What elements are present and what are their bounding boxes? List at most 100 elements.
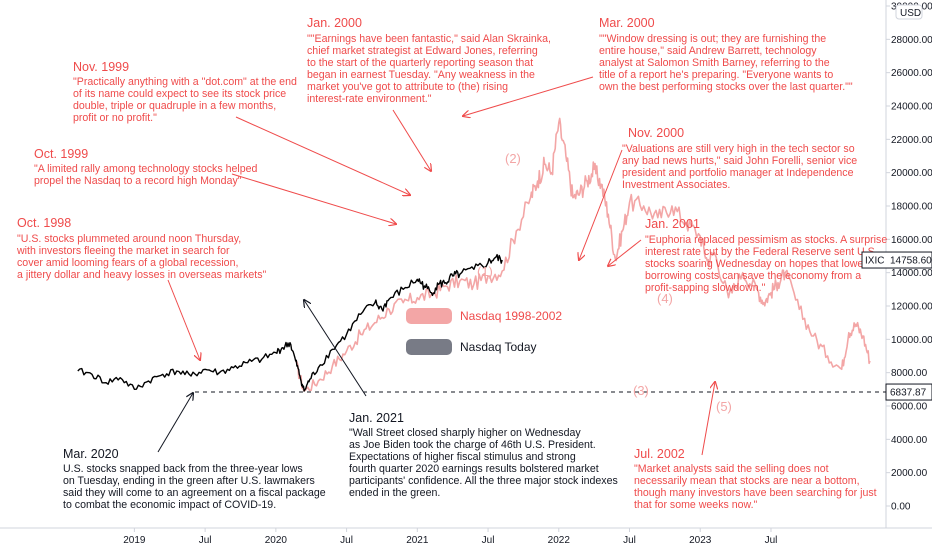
- arrow-nov-1999: [235, 116, 410, 195]
- arrow-mar-2020: [157, 393, 193, 453]
- annotation-line: president and portfolio manager at Indep…: [622, 167, 854, 179]
- price-axis-tick-label: 14000.00: [891, 268, 932, 279]
- price-axis-tick-label: 12000.00: [891, 302, 932, 313]
- annotation-line: profit-sapping slowdown.": [645, 282, 766, 294]
- time-axis-tick-label: 2021: [406, 535, 429, 546]
- wave-label-5: (5): [716, 399, 732, 414]
- annotation-date: Mar. 2000: [599, 16, 655, 30]
- annotation-line: Expectations of higher fiscal stimulus a…: [349, 451, 576, 463]
- annotation-date: Jul. 2002: [634, 447, 685, 461]
- annotation-line: fourth quarter 2020 earnings results bol…: [349, 463, 599, 475]
- annotation-line: entire house," said Andrew Barrett, tech…: [599, 45, 817, 57]
- currency-badge-box[interactable]: [895, 4, 923, 20]
- annotation-line: double, triple or quadruple in a few mon…: [73, 100, 276, 112]
- annotation-line: interest-rate environment.": [307, 93, 432, 105]
- currency-badge-label[interactable]: USD: [900, 8, 921, 19]
- annotation-line: "Practically anything with a "dot.com" a…: [73, 76, 297, 88]
- annotation-line: "A limited rally among technology stocks…: [34, 163, 258, 175]
- annotation-line: U.S. stocks snapped back from the three-…: [63, 463, 303, 475]
- series-line-nasdaq-1998-2002: [295, 117, 871, 392]
- price-axis-tick-label: 0.00: [891, 502, 911, 513]
- arrow-oct-1999: [231, 173, 396, 224]
- annotation-line: chief market strategist at Edward Jones,…: [307, 45, 538, 57]
- price-label-reference-value: 6837.87: [890, 388, 927, 399]
- annotation-line: cover amid looming fears of a global rec…: [17, 257, 238, 269]
- annotation-jul-2002: Jul. 2002 "Market analysts said the sell…: [634, 447, 877, 511]
- legend-label-today: Nasdaq Today: [460, 340, 537, 354]
- arrow-jan-2001: [608, 239, 642, 266]
- time-axis-tick-label: 2022: [548, 535, 571, 546]
- wave-label-3: (3): [633, 383, 649, 398]
- price-label-reference: 6837.87: [885, 383, 932, 401]
- annotation-line: any bad news hurts," said John Forelli, …: [622, 155, 857, 167]
- annotation-line: ""Earnings have been fantastic," said Al…: [307, 33, 551, 45]
- annotation-date: Nov. 2000: [628, 126, 684, 140]
- annotation-line: market you've got to attribute to (the) …: [307, 81, 508, 93]
- annotation-line: analyst at Salomon Smith Barney, referri…: [599, 57, 830, 69]
- price-label-ixic-box: [861, 251, 932, 269]
- time-axis-tick-label: Jul: [623, 535, 636, 546]
- annotation-line: own the best performing stocks over the …: [599, 81, 853, 93]
- annotation-line: interest rate cut by the Federal Reserve…: [645, 246, 878, 258]
- annotation-arrows: [157, 76, 715, 456]
- time-axis-ticks[interactable]: 2019 Jul 2020 Jul 2021 Jul 2022 Jul 2023 Jul: [123, 528, 777, 546]
- time-axis-tick-label: Jul: [340, 535, 353, 546]
- price-axis-tick-label: 20000.00: [891, 168, 932, 179]
- annotation-mar-2020: Mar. 2020 U.S. stocks snapped back from …: [63, 447, 326, 511]
- price-label-ixic-symbol: IXIC: [865, 256, 884, 267]
- annotation-line: began in earnest Tuesday. "Any weakness …: [307, 69, 535, 81]
- price-axis-tick-label: 4000.00: [891, 435, 928, 446]
- annotation-oct-1999: Oct. 1999 "A limited rally among technol…: [34, 147, 258, 187]
- wave-label-4: (4): [657, 291, 673, 306]
- annotation-line: of its name could expect to see its stoc…: [73, 88, 286, 100]
- currency-badge[interactable]: USD: [895, 4, 923, 20]
- series-line-nasdaq-today: [77, 253, 503, 392]
- annotation-date: Jan. 2001: [645, 217, 700, 231]
- annotation-line: stocks soaring Wednesday on hopes that l…: [645, 258, 867, 270]
- time-axis-tick-label: 2019: [123, 535, 146, 546]
- legend-label-1998-2002: Nasdaq 1998-2002: [460, 309, 562, 323]
- arrow-nov-2000: [579, 149, 623, 260]
- price-axis-tick-label: 22000.00: [891, 135, 932, 146]
- annotation-jan-2021: Jan. 2021 "Wall Street closed sharply hi…: [349, 411, 618, 499]
- annotation-line: profit or no profit.": [73, 112, 157, 124]
- price-axis-tick-label: 8000.00: [891, 368, 928, 379]
- annotation-line: "U.S. stocks plummeted around noon Thurs…: [17, 233, 241, 245]
- price-axis-tick-label: 24000.00: [891, 102, 932, 113]
- annotation-line: as Joe Biden took the charge of 46th U.S…: [349, 439, 596, 451]
- price-axis-tick-label: 6000.00: [891, 402, 928, 413]
- price-axis-tick-label: 28000.00: [891, 35, 932, 46]
- price-axis-tick-label: 10000.00: [891, 335, 932, 346]
- annotation-nov-2000: Nov. 2000 "Valuations are still very hig…: [622, 126, 857, 191]
- annotation-date: Oct. 1999: [34, 147, 88, 161]
- annotation-line: ""Window dressing is out; they are furni…: [599, 33, 826, 45]
- price-label-ixic-value: 14758.60: [890, 256, 932, 267]
- annotation-date: Oct. 1998: [17, 216, 71, 230]
- annotation-date: Nov. 1999: [73, 60, 129, 74]
- annotation-nov-1999: Nov. 1999 "Practically anything with a "…: [73, 60, 297, 124]
- wave-labels: (1) (2) (3) (4) (5): [477, 151, 732, 414]
- price-axis-tick-label: 26000.00: [891, 68, 932, 79]
- arrow-jul-2002: [701, 382, 715, 456]
- annotation-line: ended in the green.: [349, 487, 440, 499]
- annotation-line: propel the Nasdaq to a record high Monda…: [34, 175, 242, 187]
- annotation-date: Jan. 2021: [349, 411, 404, 425]
- wave-label-2: (2): [505, 151, 521, 166]
- arrow-jan-2021: [304, 300, 367, 397]
- annotation-line: "Market analysts said the selling does n…: [634, 463, 829, 475]
- annotation-jan-2001: Jan. 2001 "Euphoria replaced pessimism a…: [645, 217, 887, 294]
- time-axis-tick-label: Jul: [482, 535, 495, 546]
- annotation-line: "Wall Street closed sharply higher on We…: [349, 427, 581, 439]
- annotation-line: though many investors have been searchin…: [634, 487, 877, 499]
- annotation-date: Mar. 2020: [63, 447, 119, 461]
- series-layer: [77, 117, 871, 392]
- time-axis-tick-label: 2023: [689, 535, 712, 546]
- time-axis-tick-label: 2020: [265, 535, 288, 546]
- annotation-line: to the start of the quarterly reporting …: [307, 57, 533, 69]
- annotation-line: said they will come to an agreement on a…: [63, 487, 326, 499]
- price-label-ixic: IXIC 14758.60: [861, 251, 932, 269]
- annotation-line: necessarily mean that stocks are near a …: [634, 475, 860, 487]
- arrow-jan-2000: [392, 109, 431, 171]
